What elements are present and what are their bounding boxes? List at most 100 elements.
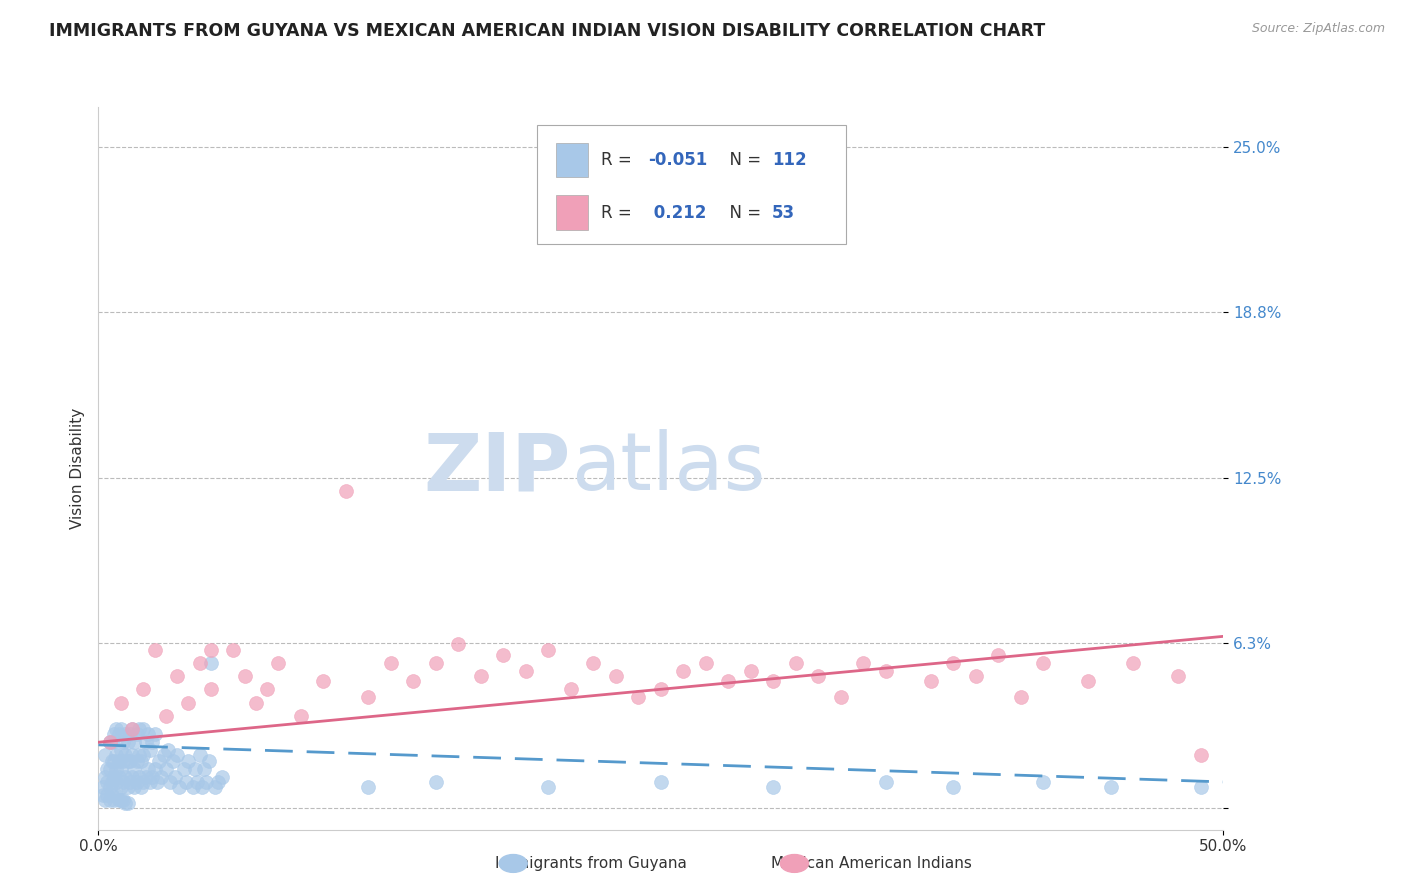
Text: ZIP: ZIP xyxy=(423,429,571,508)
Point xyxy=(121,722,143,736)
Point xyxy=(112,735,135,749)
Text: atlas: atlas xyxy=(571,429,765,508)
Point xyxy=(107,754,129,768)
Text: 112: 112 xyxy=(772,151,807,169)
Point xyxy=(146,775,169,789)
Y-axis label: Vision Disability: Vision Disability xyxy=(69,408,84,529)
Point xyxy=(117,780,139,795)
Point xyxy=(107,770,129,784)
Point xyxy=(425,775,447,789)
Point xyxy=(200,656,222,670)
Point xyxy=(105,788,128,802)
Point xyxy=(942,780,965,795)
Point xyxy=(91,788,114,802)
Point xyxy=(135,770,157,784)
Point xyxy=(186,775,208,789)
Point xyxy=(128,770,150,784)
Point xyxy=(114,727,136,741)
Point xyxy=(515,664,537,678)
Point xyxy=(807,669,830,683)
Point xyxy=(136,762,159,776)
Point xyxy=(98,735,121,749)
Point xyxy=(1189,780,1212,795)
Point xyxy=(136,727,159,741)
Point xyxy=(188,656,211,670)
Point xyxy=(132,748,155,763)
Point xyxy=(103,793,125,807)
Point xyxy=(110,722,132,736)
Point xyxy=(121,748,143,763)
Point xyxy=(425,656,447,670)
Point xyxy=(207,775,229,789)
Point xyxy=(101,788,124,802)
Point xyxy=(91,780,114,795)
Point xyxy=(920,674,942,689)
Point xyxy=(233,669,256,683)
Point xyxy=(357,780,380,795)
Point xyxy=(650,775,672,789)
Point xyxy=(124,780,146,795)
Point xyxy=(124,735,146,749)
Point xyxy=(560,682,582,697)
Point xyxy=(1077,674,1099,689)
Point xyxy=(103,727,125,741)
Point xyxy=(155,708,177,723)
Point xyxy=(96,775,118,789)
Point xyxy=(112,754,135,768)
Point xyxy=(211,770,233,784)
Point xyxy=(965,669,987,683)
Point xyxy=(143,642,166,657)
Point xyxy=(537,780,560,795)
Point xyxy=(627,690,650,705)
Text: N =: N = xyxy=(720,151,766,169)
Point xyxy=(740,664,762,678)
Point xyxy=(605,669,627,683)
Point xyxy=(132,722,155,736)
Point xyxy=(184,762,207,776)
Point xyxy=(117,796,139,810)
Point xyxy=(157,743,180,757)
Point xyxy=(121,770,143,784)
Point xyxy=(96,762,118,776)
Point xyxy=(98,762,121,776)
Point xyxy=(762,674,785,689)
Point xyxy=(191,780,214,795)
Point xyxy=(173,762,195,776)
Point xyxy=(105,775,128,789)
Point xyxy=(148,754,170,768)
Point xyxy=(470,669,492,683)
Text: IMMIGRANTS FROM GUYANA VS MEXICAN AMERICAN INDIAN VISION DISABILITY CORRELATION : IMMIGRANTS FROM GUYANA VS MEXICAN AMERIC… xyxy=(49,22,1046,40)
Point xyxy=(380,656,402,670)
Point xyxy=(200,642,222,657)
Point xyxy=(128,748,150,763)
Point xyxy=(129,754,152,768)
Point xyxy=(103,770,125,784)
Point xyxy=(177,696,200,710)
Point xyxy=(785,656,807,670)
Point xyxy=(121,722,143,736)
Point xyxy=(101,775,124,789)
Point xyxy=(166,669,188,683)
Point xyxy=(162,754,184,768)
Point xyxy=(118,754,141,768)
Point xyxy=(143,727,166,741)
Point xyxy=(107,793,129,807)
Point xyxy=(143,762,166,776)
Point xyxy=(101,735,124,749)
Point xyxy=(159,775,181,789)
Text: 0.212: 0.212 xyxy=(648,203,707,222)
Point xyxy=(197,754,219,768)
Point xyxy=(105,762,128,776)
Point xyxy=(256,682,278,697)
Point xyxy=(582,656,605,670)
FancyBboxPatch shape xyxy=(557,195,588,230)
Text: 53: 53 xyxy=(772,203,796,222)
Point xyxy=(98,735,121,749)
Point xyxy=(112,775,135,789)
Text: Mexican American Indians: Mexican American Indians xyxy=(772,856,972,871)
Point xyxy=(117,754,139,768)
Point xyxy=(139,775,162,789)
FancyBboxPatch shape xyxy=(537,125,846,244)
Point xyxy=(174,775,197,789)
Point xyxy=(117,735,139,749)
